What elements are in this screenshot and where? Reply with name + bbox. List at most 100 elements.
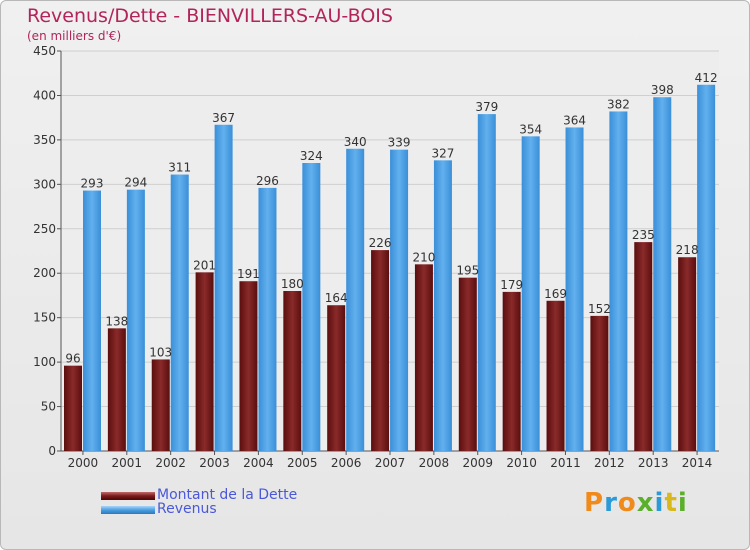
- data-label-revenus: 311: [168, 161, 191, 175]
- bar-revenus: [521, 136, 540, 452]
- legend-swatch-dette: [101, 492, 155, 500]
- bar-revenus: [477, 114, 496, 451]
- logo-letter: o: [617, 488, 637, 518]
- data-label-revenus: 339: [388, 136, 411, 150]
- data-label-dette: 180: [281, 277, 304, 291]
- data-label-revenus: 294: [124, 176, 147, 190]
- x-tick-label: 2012: [594, 456, 625, 470]
- bar-dette: [239, 281, 258, 451]
- bar-dette: [327, 305, 346, 451]
- bar-dette: [64, 365, 82, 451]
- data-label-revenus: 327: [431, 146, 454, 160]
- y-tick-label: 300: [33, 177, 56, 191]
- bar-dette: [195, 272, 214, 451]
- data-label-dette: 201: [193, 258, 216, 272]
- legend-label-dette: Montant de la Dette: [157, 487, 298, 503]
- bar-dette: [107, 328, 126, 451]
- bar-revenus: [83, 190, 101, 452]
- y-tick-label: 400: [33, 88, 56, 102]
- data-label-revenus: 324: [300, 149, 323, 163]
- bar-revenus: [565, 127, 584, 451]
- plot-background: [61, 51, 719, 451]
- legend-swatch-revenus: [101, 506, 155, 514]
- data-label-dette: 226: [369, 236, 392, 250]
- x-tick-label: 2005: [287, 456, 318, 470]
- x-tick-label: 2013: [638, 456, 669, 470]
- data-label-dette: 191: [237, 267, 260, 281]
- bar-dette: [151, 359, 170, 451]
- logo-letter: i: [654, 488, 665, 518]
- data-label-revenus: 398: [651, 83, 674, 97]
- x-tick-label: 2000: [68, 456, 99, 470]
- bar-dette: [458, 277, 477, 451]
- y-tick-label: 350: [33, 133, 56, 147]
- data-label-revenus: 412: [695, 71, 718, 85]
- logo-letter: t: [664, 488, 678, 518]
- data-label-dette: 235: [632, 228, 655, 242]
- x-tick-label: 2006: [331, 456, 362, 470]
- bar-revenus: [697, 84, 716, 452]
- y-tick-label: 100: [33, 355, 56, 369]
- chart-subtitle: (en milliers d'€): [27, 29, 122, 43]
- y-tick-label: 450: [33, 44, 56, 58]
- logo-letter: r: [604, 488, 618, 518]
- logo-letter: x: [636, 488, 655, 518]
- bar-revenus: [214, 124, 233, 452]
- x-tick-label: 2010: [506, 456, 537, 470]
- bar-dette: [678, 257, 697, 451]
- data-label-revenus: 293: [81, 177, 104, 191]
- x-tick-label: 2009: [462, 456, 493, 470]
- bar-dette: [371, 250, 390, 451]
- data-label-revenus: 382: [607, 97, 630, 111]
- data-label-dette: 96: [65, 352, 80, 366]
- x-tick-label: 2011: [550, 456, 581, 470]
- data-label-dette: 179: [500, 278, 523, 292]
- data-label-dette: 169: [544, 287, 567, 301]
- bar-dette: [546, 300, 565, 451]
- bar-revenus: [653, 97, 672, 451]
- y-tick-label: 200: [33, 266, 56, 280]
- x-tick-label: 2001: [112, 456, 143, 470]
- x-tick-label: 2004: [243, 456, 274, 470]
- data-label-dette: 218: [676, 243, 699, 257]
- data-label-revenus: 364: [563, 113, 586, 127]
- data-label-revenus: 367: [212, 111, 235, 125]
- bar-dette: [283, 291, 302, 451]
- logo-letter: i: [677, 488, 688, 518]
- bar-revenus: [302, 163, 321, 451]
- bar-dette: [590, 315, 609, 451]
- y-tick-label: 50: [41, 400, 56, 414]
- x-tick-label: 2002: [155, 456, 186, 470]
- y-tick-label: 250: [33, 222, 56, 236]
- data-label-revenus: 340: [344, 135, 367, 149]
- y-tick-label: 0: [48, 444, 56, 458]
- chart-title: Revenus/Dette - BIENVILLERS-AU-BOIS: [27, 5, 393, 27]
- bar-revenus: [346, 148, 365, 451]
- data-label-revenus: 354: [519, 122, 542, 136]
- logo-letter: P: [584, 488, 605, 518]
- y-tick-label: 150: [33, 311, 56, 325]
- data-label-revenus: 296: [256, 174, 279, 188]
- x-tick-label: 2014: [682, 456, 713, 470]
- data-label-dette: 152: [588, 302, 611, 316]
- data-label-dette: 103: [149, 345, 172, 359]
- data-label-dette: 138: [105, 314, 128, 328]
- bar-dette: [414, 264, 433, 451]
- data-label-dette: 210: [412, 250, 435, 264]
- bar-dette: [634, 242, 653, 451]
- bar-revenus: [126, 189, 145, 451]
- bar-revenus: [258, 187, 277, 451]
- data-label-revenus: 379: [475, 100, 498, 114]
- x-tick-label: 2003: [199, 456, 230, 470]
- bar-dette: [502, 291, 521, 451]
- bar-revenus: [390, 149, 409, 451]
- data-label-dette: 195: [456, 264, 479, 278]
- bar-revenus: [433, 160, 452, 452]
- x-tick-label: 2007: [375, 456, 406, 470]
- x-tick-label: 2008: [419, 456, 450, 470]
- bar-revenus: [170, 174, 189, 452]
- proxiti-logo: Proxiti: [584, 488, 688, 518]
- bar-revenus: [609, 111, 628, 451]
